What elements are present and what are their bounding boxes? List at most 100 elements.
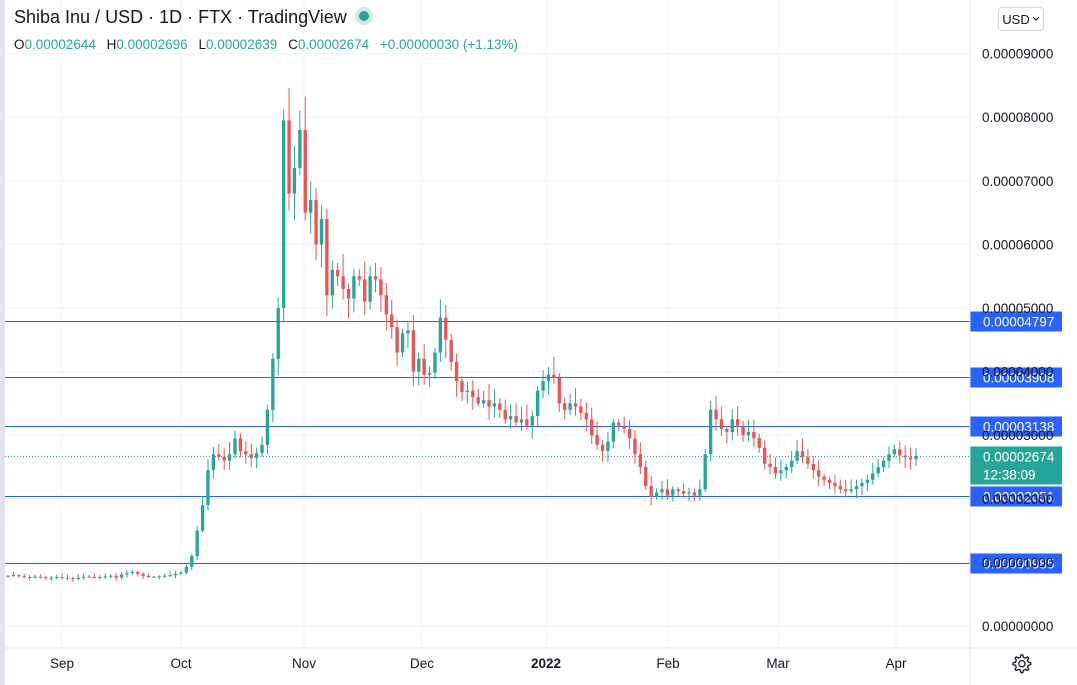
candle-body xyxy=(173,573,178,576)
candle-body xyxy=(595,435,599,445)
candle-body xyxy=(395,327,399,353)
candle-body xyxy=(87,576,91,578)
candle-body xyxy=(460,381,464,392)
gear-icon[interactable] xyxy=(1010,653,1032,675)
candle-body xyxy=(790,460,794,467)
candle-body xyxy=(871,473,875,480)
candle-body xyxy=(444,317,448,340)
x-tick-label: 2022 xyxy=(531,656,561,671)
candle-body xyxy=(98,577,102,579)
candle-body xyxy=(125,573,129,575)
candle-body xyxy=(373,276,378,280)
low-value: 0.00002639 xyxy=(205,37,278,52)
candle-body xyxy=(519,419,524,423)
candle-body xyxy=(746,432,751,436)
candle-body xyxy=(184,566,189,573)
left-edge-bar xyxy=(0,0,5,685)
candle-body xyxy=(119,574,124,578)
x-tick-label: Oct xyxy=(170,656,191,671)
y-tick-label: 0.00007000 xyxy=(982,174,1053,189)
candle-body xyxy=(136,571,140,574)
candle-body xyxy=(130,571,134,574)
candle-body xyxy=(665,489,670,496)
candle-body xyxy=(600,444,605,452)
candle-body xyxy=(590,419,594,436)
candle-body xyxy=(384,295,389,315)
candle-body xyxy=(363,279,367,302)
candle-body xyxy=(217,454,221,457)
candle-body xyxy=(109,575,113,577)
candle-body xyxy=(687,492,691,494)
candle-body xyxy=(260,444,264,454)
last-price-label-bg xyxy=(970,446,1062,485)
candle-body xyxy=(152,576,156,578)
candle-body xyxy=(773,467,778,474)
candle-body xyxy=(887,454,891,461)
candle-body xyxy=(163,575,167,577)
candle-body xyxy=(914,455,918,460)
candle-body xyxy=(735,419,740,426)
candle-body xyxy=(654,492,659,497)
candle-body xyxy=(725,428,729,433)
candle-body xyxy=(508,416,513,420)
candle-body xyxy=(271,358,275,410)
candle-body xyxy=(865,479,870,483)
level-label-bg xyxy=(970,416,1062,437)
grid-lines xyxy=(5,0,970,648)
y-tick-label: 0.00001000 xyxy=(982,555,1053,570)
candle-body xyxy=(833,482,837,487)
candle-body xyxy=(487,400,491,407)
candle-body xyxy=(573,403,578,407)
candle-body xyxy=(568,403,572,410)
candle-body xyxy=(6,575,10,577)
candle-body xyxy=(860,482,864,487)
open-value: 0.00002644 xyxy=(24,37,96,52)
market-status-dot-icon xyxy=(358,11,369,21)
candle-body xyxy=(433,352,437,373)
candle-body xyxy=(681,491,686,494)
candle-body xyxy=(44,577,48,579)
y-tick-label: 0.00002000 xyxy=(982,492,1053,507)
candle-body xyxy=(222,456,226,461)
candle-body xyxy=(557,377,561,404)
candle-body xyxy=(795,451,799,461)
candle-body xyxy=(552,374,556,378)
high-value: 0.00002696 xyxy=(116,37,188,52)
candle-body xyxy=(535,390,540,417)
candle-body xyxy=(817,470,821,477)
x-tick-label: Sep xyxy=(50,656,74,671)
countdown-label: 12:38:09 xyxy=(983,468,1036,483)
y-tick-label: 0.00008000 xyxy=(982,110,1053,125)
candle-body xyxy=(281,120,286,308)
candle-body xyxy=(498,403,502,410)
candle-body xyxy=(546,374,551,382)
symbol-title: Shiba Inu / USD · 1D · FTX · TradingView xyxy=(14,7,347,27)
candle-body xyxy=(238,438,243,452)
candle-body xyxy=(541,381,545,391)
candle-body xyxy=(730,419,734,433)
candle-body xyxy=(244,451,248,455)
candle-body xyxy=(157,576,162,578)
candle-body xyxy=(400,333,405,353)
candle-body xyxy=(779,470,783,474)
candle-body xyxy=(33,576,37,578)
x-tick-label: Apr xyxy=(885,656,907,671)
candles xyxy=(6,88,918,582)
level-label: 0.00002051 xyxy=(983,490,1054,505)
candle-body xyxy=(698,489,702,496)
candle-body xyxy=(146,575,151,578)
currency-selector[interactable]: USD xyxy=(998,7,1044,31)
candle-body xyxy=(195,530,199,557)
candle-body xyxy=(714,409,718,420)
candle-body xyxy=(346,288,351,299)
candle-body xyxy=(903,455,907,458)
candle-body xyxy=(27,577,32,579)
candle-body xyxy=(336,269,340,277)
candle-body xyxy=(81,576,86,578)
candle-body xyxy=(103,576,107,578)
y-tick-label: 0.00000000 xyxy=(982,619,1053,634)
candle-body xyxy=(325,218,329,296)
candle-body xyxy=(762,447,767,464)
candle-body xyxy=(276,308,280,359)
